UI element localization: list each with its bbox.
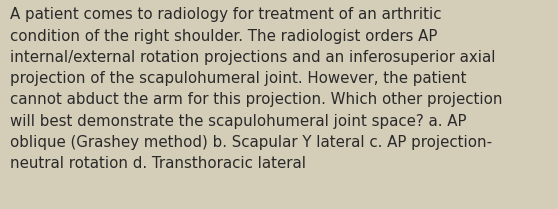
Text: A patient comes to radiology for treatment of an arthritic
condition of the righ: A patient comes to radiology for treatme… bbox=[10, 7, 503, 171]
